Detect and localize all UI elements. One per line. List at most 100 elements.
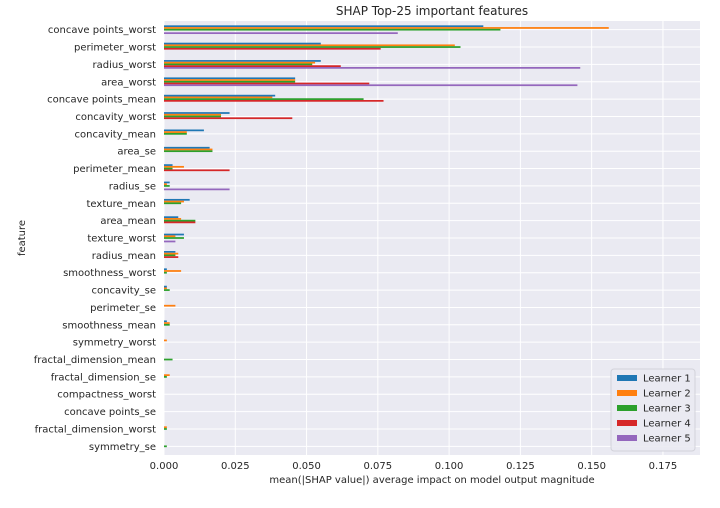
bar	[164, 200, 184, 203]
bar	[164, 99, 384, 102]
y-tick-label: concave points_se	[64, 407, 156, 418]
bar	[164, 322, 170, 324]
bar	[164, 77, 296, 80]
legend-label: Learner 2	[643, 389, 691, 400]
y-tick-label: symmetry_worst	[73, 338, 156, 349]
bar	[164, 221, 196, 224]
y-tick-label: fractal_dimension_mean	[34, 355, 156, 366]
bar	[164, 60, 321, 62]
x-axis-label: mean(|SHAP value|) average impact on mod…	[269, 475, 594, 486]
bar	[164, 169, 230, 172]
x-tick-label: 0.000	[150, 461, 179, 472]
bar	[164, 98, 364, 100]
bar	[164, 146, 210, 149]
chart-title: SHAP Top-25 important features	[336, 4, 528, 18]
legend-swatch	[617, 375, 637, 381]
x-tick-label: 0.050	[292, 461, 321, 472]
legend-box	[610, 368, 696, 452]
y-tick-label: area_se	[117, 147, 156, 158]
y-tick-label: fractal_dimension_se	[51, 372, 156, 383]
y-tick-labels: concave points_worst perimeter_worstradiu…	[34, 25, 156, 453]
legend-swatch	[617, 405, 637, 411]
bar	[164, 61, 316, 64]
legend-label: Learner 3	[643, 404, 691, 415]
y-axis-label: feature	[17, 220, 28, 256]
bars	[164, 25, 609, 448]
bar	[164, 256, 179, 258]
bar	[164, 339, 167, 342]
x-tick-labels: 0.000 0.025 0.050 0.075 0.100 0.125 0.150 0.175	[150, 461, 678, 472]
y-tick-label: area_mean	[100, 216, 156, 227]
y-tick-label: concave points_mean	[47, 95, 156, 106]
bar	[164, 218, 182, 220]
bar	[164, 376, 167, 378]
bar	[164, 27, 609, 29]
y-tick-label: radius_worst	[93, 60, 157, 71]
y-tick-label: area_worst	[101, 77, 156, 88]
bar	[164, 46, 461, 48]
bar	[164, 129, 204, 132]
bar	[164, 80, 296, 83]
bar	[164, 96, 273, 99]
y-tick-label: radius_se	[109, 181, 156, 192]
bar	[164, 183, 167, 186]
bar	[164, 323, 170, 326]
legend-label: Learner 5	[643, 434, 691, 445]
bar	[164, 113, 222, 116]
bar	[164, 67, 581, 69]
x-tick-label: 0.150	[577, 461, 606, 472]
y-tick-label: texture_mean	[87, 199, 156, 210]
x-tick-label: 0.175	[649, 461, 678, 472]
bar	[164, 165, 184, 168]
bar	[164, 117, 293, 120]
bar	[164, 198, 190, 201]
bar	[164, 254, 176, 257]
bar	[164, 65, 341, 68]
bar	[164, 63, 313, 66]
y-tick-label: concavity_mean	[75, 129, 156, 140]
y-tick-label: smoothness_mean	[62, 320, 156, 331]
y-tick-label: concavity_worst	[75, 112, 156, 123]
bar	[164, 28, 501, 31]
legend-swatch	[617, 435, 637, 441]
legend: Learner 1 Learner 2 Learner 3 Learner 4 Lear…	[610, 368, 696, 452]
bar	[164, 219, 196, 222]
bar	[164, 235, 176, 238]
bar	[164, 132, 187, 135]
bar	[164, 32, 398, 35]
bar	[164, 47, 381, 50]
bar	[164, 115, 222, 118]
legend-label: Learner 4	[643, 419, 691, 430]
bar	[164, 82, 370, 85]
y-tick-label: radius_mean	[92, 251, 156, 262]
y-tick-label: concave points_worst	[48, 25, 156, 36]
legend-label: Learner 1	[643, 374, 691, 385]
bar	[164, 445, 167, 448]
bar	[164, 185, 170, 187]
bar	[164, 188, 230, 191]
y-tick-label: perimeter_mean	[73, 164, 156, 175]
x-tick-label: 0.100	[435, 461, 464, 472]
bar	[164, 320, 167, 323]
x-tick-label: 0.075	[364, 461, 393, 472]
y-tick-label: perimeter_se	[90, 303, 156, 314]
bar	[164, 112, 230, 114]
bar	[164, 428, 167, 430]
bar	[164, 358, 173, 361]
legend-swatch	[617, 420, 637, 426]
bar	[164, 164, 173, 166]
bar	[164, 304, 176, 307]
bar	[164, 252, 179, 255]
bar	[164, 84, 578, 87]
bar	[164, 426, 167, 429]
bar	[164, 42, 321, 45]
bar	[164, 44, 455, 47]
legend-swatch	[617, 390, 637, 396]
y-tick-label: perimeter_worst	[74, 43, 156, 54]
y-tick-label: symmetry_se	[89, 442, 156, 453]
x-tick-label: 0.125	[506, 461, 535, 472]
bar	[164, 240, 176, 243]
bar	[164, 181, 170, 184]
